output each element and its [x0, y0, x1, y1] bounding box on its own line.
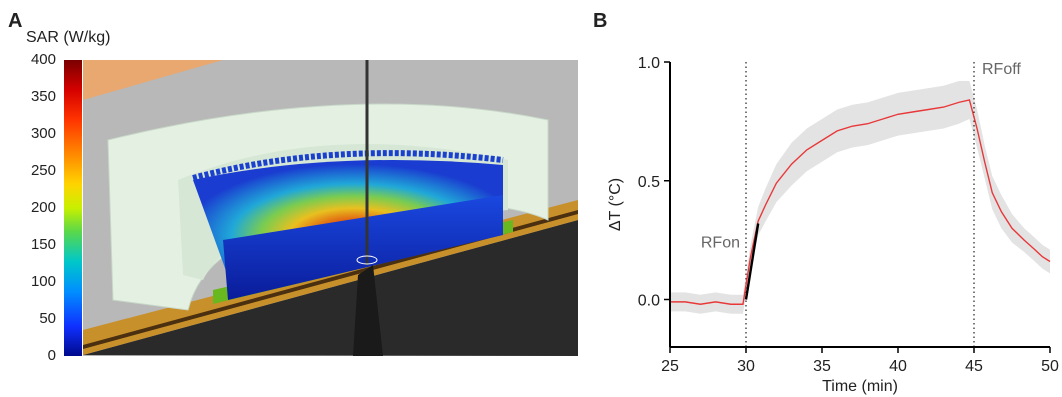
- colorbar-tick-label: 150: [30, 236, 56, 253]
- colorbar-tick-label: 350: [30, 88, 56, 105]
- rfoff-annotation: RFoff: [982, 61, 1021, 78]
- temperature-chart: 25 30 35 40 45 50 0.0 0.5 1.0 Time (min) ΔT (°C) RF…: [607, 55, 1059, 395]
- panel-b-label: B: [593, 10, 608, 32]
- colorbar-tick-label: 300: [30, 125, 56, 142]
- x-tick-label: 45: [965, 358, 983, 375]
- sar-colorbar: [64, 60, 82, 356]
- x-tick-label: 50: [1041, 358, 1059, 375]
- colorbar-tick-label: 50: [39, 310, 56, 327]
- sem-band: [670, 81, 1050, 314]
- x-tick-label: 30: [737, 358, 755, 375]
- y-tick-label: 1.0: [638, 55, 660, 72]
- colorbar-tick-label: 200: [30, 199, 56, 216]
- x-axis-label: Time (min): [822, 378, 898, 395]
- x-tick-label: 40: [889, 358, 907, 375]
- colorbar-tick-label: 0: [47, 347, 56, 364]
- panel-a-label: A: [8, 10, 23, 32]
- y-tick-label: 0.5: [638, 174, 660, 191]
- mean-temperature-line: [670, 99, 1051, 305]
- x-tick-label: 35: [813, 358, 831, 375]
- colorbar-tick-label: 250: [30, 162, 56, 179]
- y-axis-label: ΔT (°C): [607, 178, 624, 231]
- colorbar-title: SAR (W/kg): [26, 29, 111, 46]
- y-tick-label: 0.0: [638, 293, 660, 310]
- sar-simulation-render: [83, 60, 578, 356]
- colorbar-tick-label: 100: [30, 273, 56, 290]
- colorbar-tick-label: 400: [30, 51, 56, 68]
- initial-slope-line: [744, 223, 760, 300]
- x-tick-label: 25: [661, 358, 679, 375]
- rfon-annotation: RFon: [701, 234, 740, 251]
